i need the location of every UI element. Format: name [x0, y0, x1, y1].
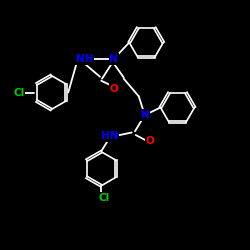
- Text: NH: NH: [76, 54, 93, 64]
- Text: Cl: Cl: [13, 88, 24, 98]
- Text: O: O: [146, 136, 154, 146]
- Text: O: O: [110, 84, 119, 94]
- Text: N: N: [140, 110, 149, 120]
- Text: N: N: [110, 54, 118, 64]
- Text: HN: HN: [101, 131, 118, 141]
- Text: Cl: Cl: [98, 193, 110, 203]
